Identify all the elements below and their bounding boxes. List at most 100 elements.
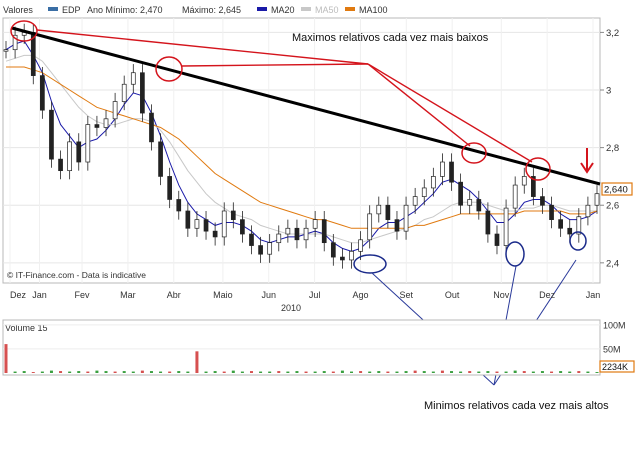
- high-circle-3: [461, 142, 487, 164]
- candle-body: [449, 161, 454, 183]
- volume-bar: [186, 371, 190, 373]
- candle-body: [531, 176, 536, 197]
- candle-body: [358, 239, 363, 252]
- volume-bar: [359, 371, 363, 373]
- last-volume-badge: [599, 360, 635, 373]
- candle-body: [312, 219, 318, 229]
- candle-body: [385, 204, 391, 220]
- candle-body: [167, 176, 173, 200]
- candle-body: [149, 112, 154, 143]
- volume-bar: [295, 371, 299, 373]
- legend-item: EDP: [62, 5, 81, 15]
- source-note: © IT-Finance.com - Data is indicative: [7, 270, 146, 280]
- candle-body: [512, 184, 518, 209]
- volume-tick-label: 50M: [603, 344, 621, 354]
- x-tick-label: Jul: [309, 290, 321, 300]
- volume-bar: [486, 371, 490, 373]
- candle-body: [94, 124, 100, 128]
- price-panel: [2, 17, 601, 284]
- volume-bar: [522, 371, 526, 373]
- y-tick-label: 3,2: [606, 28, 619, 39]
- low-ellipse-3: [569, 231, 587, 251]
- volume-bar: [40, 371, 44, 373]
- candle-body: [458, 181, 463, 206]
- candle-body: [212, 230, 218, 238]
- volume-bar: [168, 371, 172, 373]
- volume-bar: [268, 371, 272, 373]
- volume-bar: [459, 371, 463, 373]
- candle-body: [303, 227, 309, 241]
- candle-body: [540, 196, 545, 206]
- volume-bar: [504, 371, 508, 373]
- candle-body: [349, 250, 354, 261]
- year-label: 2010: [281, 303, 301, 313]
- candle-body: [549, 204, 554, 220]
- volume-bar: [568, 371, 572, 373]
- volume-bar: [559, 371, 563, 373]
- candle-body: [221, 210, 227, 238]
- volume-bar: [122, 371, 126, 373]
- candle-body: [294, 227, 300, 241]
- x-tick-label: Fev: [75, 290, 91, 300]
- volume-bar: [440, 370, 444, 373]
- volume-bar: [104, 371, 108, 373]
- legend-item: Ano Mínimo: 2,470: [87, 5, 163, 15]
- x-tick-label: Mar: [120, 290, 136, 300]
- volume-bar: [368, 371, 372, 373]
- volume-bar: [386, 371, 390, 373]
- candle-body: [467, 199, 473, 206]
- candle-body: [40, 75, 45, 111]
- values-label: Valores: [3, 5, 33, 15]
- y-tick-label: 3: [606, 86, 611, 97]
- volume-bar: [477, 371, 481, 373]
- candle-body: [576, 216, 582, 235]
- legend-item: MA100: [359, 5, 388, 15]
- candle-body: [49, 109, 54, 160]
- volume-bar: [149, 371, 153, 373]
- candle-body: [440, 161, 445, 177]
- candle-body: [485, 210, 491, 235]
- volume-bar: [113, 371, 117, 373]
- legend: EDP Ano Mínimo: 2,470 Máximo: 2,645 MA20 MA5…: [48, 5, 388, 15]
- volume-bar: [31, 372, 35, 373]
- volume-bar: [422, 371, 426, 373]
- volume-bar: [77, 371, 81, 373]
- volume-title: Volume 15: [5, 323, 48, 333]
- candle-body: [430, 176, 436, 189]
- volume-tick-label: 100M: [603, 320, 626, 330]
- candle-body: [421, 187, 427, 197]
- volume-bar: [213, 371, 217, 373]
- y-tick-label: 2,4: [606, 258, 619, 269]
- candle-body: [194, 219, 200, 229]
- candle-body: [121, 83, 127, 102]
- volume-bar: [350, 371, 354, 373]
- volume-bar: [131, 371, 135, 373]
- x-tick-label: Set: [400, 290, 414, 300]
- volume-bar: [595, 372, 599, 373]
- candle-body: [185, 210, 191, 229]
- x-tick-label: Nov: [493, 290, 510, 300]
- high-connector-1: [36, 29, 369, 65]
- candle-body: [367, 213, 373, 241]
- volume-bar: [450, 371, 454, 373]
- volume-bar: [395, 371, 399, 373]
- candle-body: [3, 49, 9, 52]
- candle-body: [330, 242, 336, 258]
- volume-y-axis: 100M 50M: [3, 320, 626, 354]
- x-tick-label: Abr: [167, 290, 181, 300]
- volume-bar: [286, 371, 290, 373]
- high-connector-4: [367, 63, 533, 163]
- volume-bar: [59, 371, 63, 373]
- y-tick-label: 2,8: [606, 143, 619, 154]
- candle-body: [258, 245, 263, 255]
- last-volume-value: 2234K: [602, 362, 628, 372]
- volume-bar: [222, 371, 226, 373]
- high-circle-2: [155, 56, 183, 82]
- legend-item: MA50: [315, 5, 339, 15]
- price-y-axis: 2,4 2,6 2,8 3 3,2: [600, 28, 619, 269]
- candle-body: [130, 72, 136, 85]
- volume-bar: [240, 371, 244, 373]
- high-circle-1: [10, 20, 38, 42]
- bottom-annotation-text: Minimos relativos cada vez mais altos: [424, 400, 609, 412]
- volume-bar: [404, 371, 408, 373]
